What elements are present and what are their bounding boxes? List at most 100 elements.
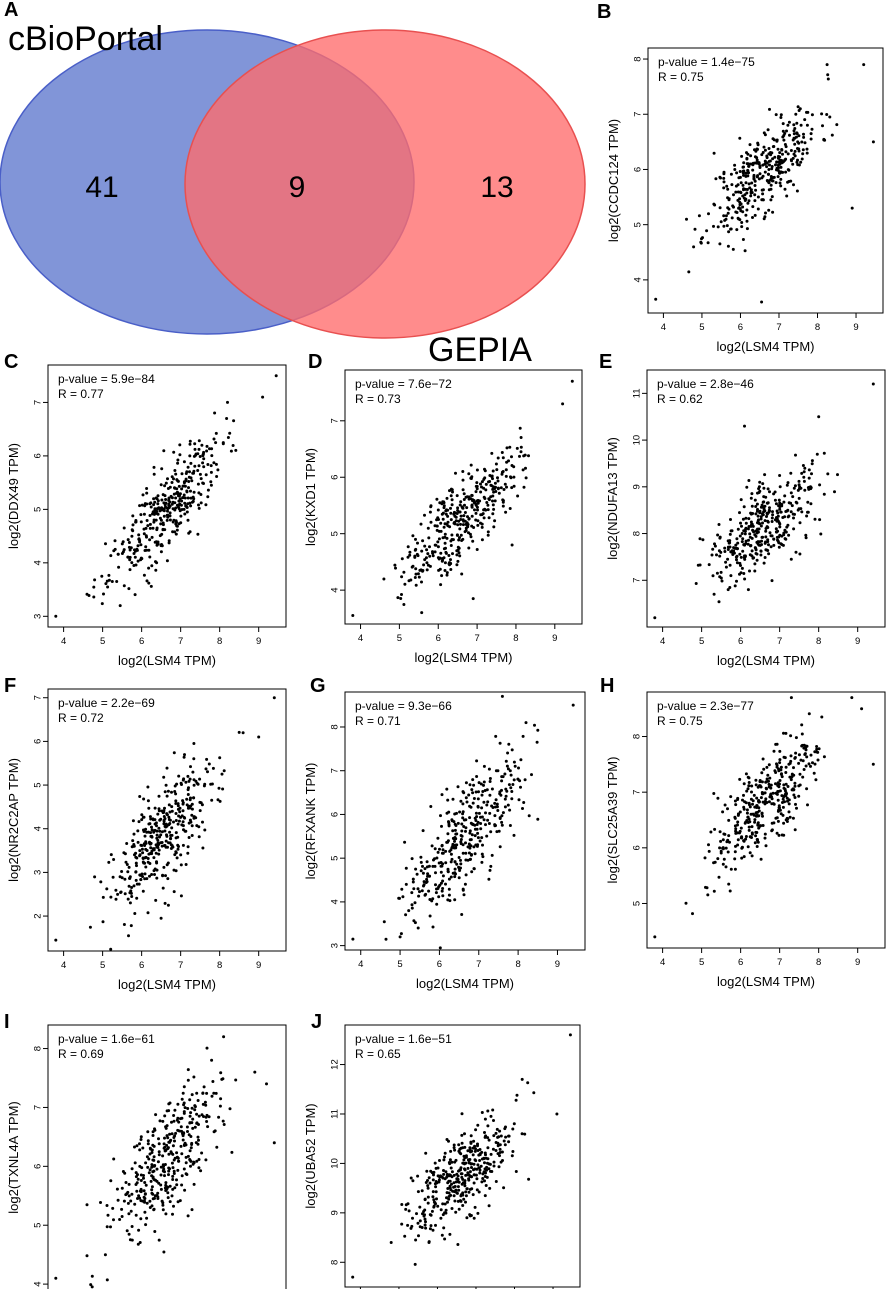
scatter-point [779,116,783,119]
scatter-point [724,846,728,850]
plot-frame [344,691,586,951]
scatter-point [753,562,757,566]
scatter-point [728,840,731,844]
scatter-point [104,582,108,586]
scatter-point [474,811,478,815]
scatter-point [770,829,774,833]
scatter-point [755,158,759,162]
scatter-point [738,777,742,781]
scatter-point [747,784,751,788]
x-tick-label: 9 [855,957,860,968]
scatter-point [182,1103,186,1107]
scatter-point [761,814,764,818]
scatter-point [470,1175,474,1179]
scatter-point [779,165,783,169]
scatter-point [487,516,491,520]
scatter-point [181,1138,185,1142]
x-tick-label: 9 [555,959,560,970]
scatter-point [487,1138,491,1142]
scatter-point [774,782,777,786]
scatter-point [735,558,738,562]
scatter-point [494,798,498,802]
scatter-point [100,602,104,606]
scatter-point [422,880,426,884]
scatter-point [776,163,780,167]
y-tick-label: 5 [33,782,44,787]
scatter-point [459,500,463,504]
scatter-point [462,893,466,897]
scatter-point [470,1187,474,1191]
scatter-point [777,521,781,525]
scatter-point [524,721,528,725]
scatter-point [441,536,445,540]
scatter-point [176,479,180,483]
scatter-point [511,1150,515,1153]
scatter-point [168,810,172,814]
scatter-point [187,779,191,783]
scatter-point [176,1156,180,1160]
scatter-point [752,173,756,177]
scatter-point [130,1167,134,1171]
scatter-point [420,1226,424,1229]
scatter-point [749,520,753,524]
scatter-point [477,1153,481,1157]
scatter-point [773,490,777,494]
scatter-point [751,799,755,803]
y-axis-label: log2(NR2C2AP TPM) [6,758,21,882]
y-tick-label: 9 [330,1210,341,1215]
scatter-point [426,552,430,556]
scatter-point [209,480,213,484]
scatter-point [446,524,450,528]
scatter-point [771,513,775,517]
scatter-point [462,514,466,518]
scatter-point [802,479,806,483]
scatter-point [787,180,791,183]
scatter-point [761,500,765,504]
scatter-point [177,819,181,823]
scatter-point [783,756,787,760]
scatter-point [758,511,762,515]
scatter-point [462,818,466,822]
scatter-point [739,555,743,559]
scatter-point [170,481,174,484]
scatter-point [721,846,725,850]
scatter-point [202,784,206,788]
scatter-point [803,488,807,492]
scatter-point [755,813,759,817]
scatter-point [181,778,185,782]
scatter-point [817,747,821,751]
x-tick-label: 7 [777,957,782,968]
scatter-point [753,820,757,824]
scatter-point [524,476,528,480]
scatter-point [163,1163,167,1166]
scatter-point [463,511,467,514]
scatter-point [817,415,821,419]
scatter-point [484,1184,488,1187]
scatter-point [465,1187,469,1191]
scatter-point [797,134,801,138]
scatter-point [807,712,811,716]
scatter-point [139,513,143,517]
scatter-point [784,794,788,798]
scatter-point [728,563,732,567]
scatter-point [464,858,468,862]
scatter-point [761,192,765,196]
scatter-point [527,814,531,818]
scatter-point [719,849,723,853]
y-axis-label: log2(DDX49 TPM) [6,443,21,549]
scatter-point [411,564,415,568]
scatter-point [484,488,488,492]
x-tick-label: 4 [661,322,666,333]
scatter-point [787,120,791,124]
scatter-point [802,768,806,771]
scatter-point [133,593,137,597]
scatter-point [160,844,164,848]
scatter-point [413,921,417,925]
scatter-point [172,820,175,824]
scatter-point [158,1119,162,1123]
scatter-point [157,843,161,846]
scatter-point [784,765,788,769]
scatter-point [133,853,136,857]
scatter-point [797,479,801,483]
scatter-point [741,537,745,541]
